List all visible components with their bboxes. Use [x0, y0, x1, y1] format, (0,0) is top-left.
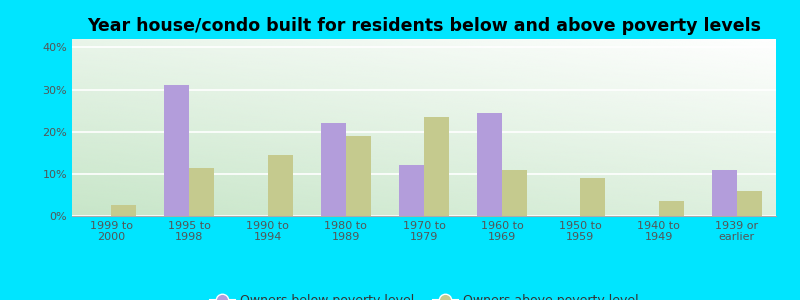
Bar [267, 155, 293, 216]
Bar [737, 191, 762, 216]
Bar [581, 178, 606, 216]
Bar [424, 117, 449, 216]
Bar [164, 85, 190, 216]
Bar [477, 113, 502, 216]
Bar [111, 206, 136, 216]
Bar [399, 165, 424, 216]
Bar [321, 123, 346, 216]
Legend: Owners below poverty level, Owners above poverty level: Owners below poverty level, Owners above… [205, 290, 643, 300]
Bar [712, 169, 737, 216]
Bar [658, 201, 684, 216]
Title: Year house/condo built for residents below and above poverty levels: Year house/condo built for residents bel… [87, 17, 761, 35]
Bar [346, 136, 371, 216]
Bar [190, 167, 214, 216]
Bar [502, 169, 527, 216]
